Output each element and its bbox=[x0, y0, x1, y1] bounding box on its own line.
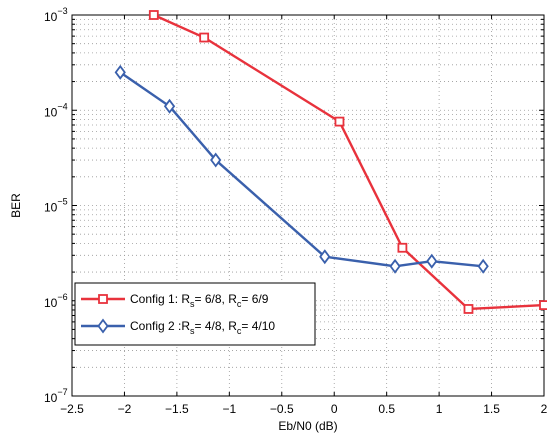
series-1-point bbox=[334, 116, 345, 127]
series-1-point bbox=[199, 32, 210, 43]
series-2-point bbox=[426, 253, 438, 269]
y-tick-exp: −5 bbox=[57, 197, 67, 207]
x-tick-label: −1.5 bbox=[165, 402, 189, 416]
y-tick-label: 10−7 bbox=[44, 387, 68, 405]
legend-label-part: Config 1: R bbox=[130, 292, 190, 306]
x-tick-label: 1.5 bbox=[483, 402, 500, 416]
series-1-point bbox=[463, 304, 474, 314]
series-1-line bbox=[153, 13, 545, 311]
y-tick-label: 10−3 bbox=[44, 6, 68, 24]
legend-label-part: = 6/8, R bbox=[195, 292, 238, 306]
legend-label-sub: c bbox=[237, 299, 242, 309]
legend-box bbox=[74, 282, 316, 346]
legend-swatch-marker bbox=[97, 318, 109, 334]
x-tick-label: −2 bbox=[118, 402, 132, 416]
legend-label-sub: s bbox=[190, 326, 195, 336]
y-tick-base: 10 bbox=[44, 391, 58, 405]
y-tick-exp: −7 bbox=[57, 387, 67, 397]
y-tick-exp: −4 bbox=[57, 101, 67, 111]
legend-swatch-marker bbox=[98, 294, 108, 304]
x-tick-label: 2 bbox=[541, 402, 547, 416]
series-2-point bbox=[477, 258, 489, 274]
x-tick-label: −2.5 bbox=[60, 402, 84, 416]
x-tick-label: 0 bbox=[331, 402, 338, 416]
y-tick-label: 10−6 bbox=[44, 292, 68, 310]
y-tick-labels: 10−710−610−510−410−3 bbox=[44, 6, 68, 405]
y-tick-base: 10 bbox=[44, 201, 58, 215]
legend-label-part: = 4/10 bbox=[241, 319, 275, 333]
axis-ticks bbox=[71, 15, 545, 397]
legend-label: Config 1: Rs= 6/8, Rc= 6/9 bbox=[130, 292, 269, 309]
legend-label-part: = 4/8, R bbox=[195, 319, 238, 333]
legend-item-2: Config 2 :Rs= 4/8, Rc= 4/10 bbox=[81, 318, 275, 336]
series-2-point bbox=[210, 152, 222, 168]
legend-label: Config 2 :Rs= 4/8, Rc= 4/10 bbox=[130, 319, 275, 336]
series-1-point bbox=[148, 10, 159, 20]
series-1-point bbox=[397, 242, 408, 253]
y-tick-label: 10−5 bbox=[44, 197, 68, 215]
series-1 bbox=[148, 10, 547, 314]
series-2-point bbox=[319, 249, 331, 265]
legend-label-sub: c bbox=[237, 326, 242, 336]
x-axis-label: Eb/N0 (dB) bbox=[278, 419, 337, 433]
series-layer bbox=[114, 10, 547, 314]
x-tick-label: −0.5 bbox=[270, 402, 294, 416]
series-2-point bbox=[163, 98, 176, 114]
x-tick-label: 1 bbox=[436, 402, 443, 416]
x-tick-labels: −2.5 −2 −1.5 −1 −0.5 0 0.5 1 1.5 2 bbox=[60, 402, 547, 416]
y-tick-base: 10 bbox=[44, 296, 58, 310]
legend-label-sub: s bbox=[190, 299, 195, 309]
legend-item-1: Config 1: Rs= 6/8, Rc= 6/9 bbox=[81, 292, 269, 309]
y-tick-exp: −6 bbox=[57, 292, 67, 302]
legend-label-part: Config 2 :R bbox=[130, 319, 190, 333]
series-1-point bbox=[539, 300, 547, 311]
y-tick-exp: −3 bbox=[57, 6, 67, 16]
y-tick-base: 10 bbox=[44, 105, 58, 119]
y-tick-label: 10−4 bbox=[44, 101, 68, 119]
legend-label-part: = 6/9 bbox=[241, 292, 268, 306]
series-2-point bbox=[114, 64, 126, 80]
series-2-point bbox=[389, 258, 401, 274]
x-tick-label: 0.5 bbox=[378, 402, 395, 416]
y-tick-base: 10 bbox=[44, 10, 58, 24]
y-axis-label: BER bbox=[9, 193, 23, 218]
x-tick-label: −1 bbox=[222, 402, 236, 416]
series-2 bbox=[114, 64, 489, 274]
